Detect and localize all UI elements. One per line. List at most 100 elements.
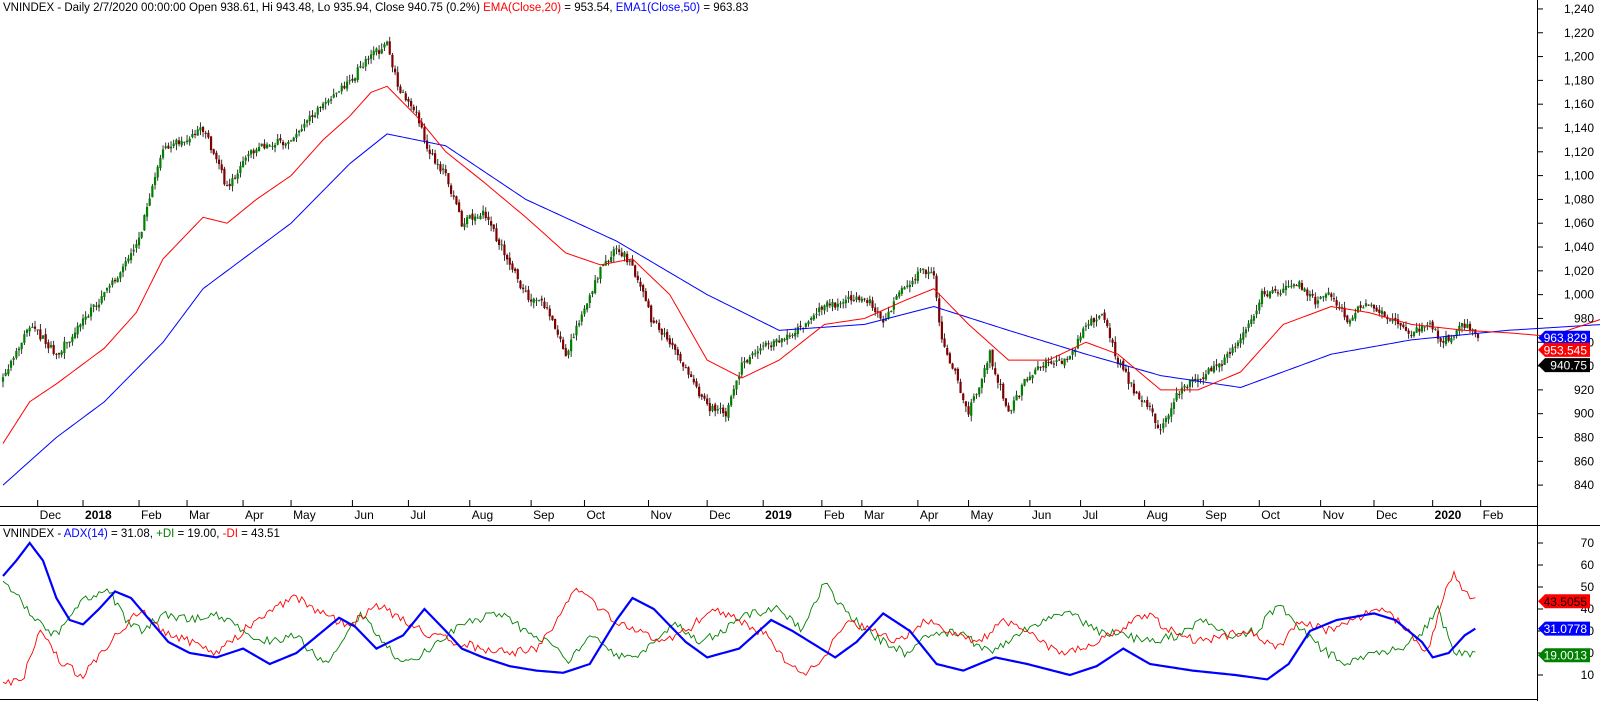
candle-up xyxy=(441,168,445,170)
candle-down xyxy=(351,78,354,81)
candle-up xyxy=(847,296,850,300)
candle-down xyxy=(1103,312,1106,320)
candle-down xyxy=(425,140,429,149)
candle-up xyxy=(1308,293,1312,297)
candle-up xyxy=(1327,292,1330,295)
date-tick-label: Dec xyxy=(40,508,61,522)
candle-up xyxy=(884,318,887,321)
candle-up xyxy=(719,407,722,409)
close-value-tag: 940.75 xyxy=(1538,358,1590,373)
ema50-value-tag: 963.829 xyxy=(1538,330,1590,345)
adx-legend-label: ADX(14) xyxy=(64,528,108,540)
candle-down xyxy=(471,213,474,220)
candle-down xyxy=(417,112,421,124)
candle-down xyxy=(1306,289,1309,296)
candle-down xyxy=(1311,293,1314,296)
candle-up xyxy=(65,342,69,344)
candle-up xyxy=(538,300,541,302)
candle-down xyxy=(527,289,530,300)
candle-down xyxy=(996,374,999,383)
candle-down xyxy=(167,145,170,149)
candle-up xyxy=(730,396,733,406)
candle-up xyxy=(599,267,602,280)
candle-down xyxy=(444,169,447,174)
candle-up xyxy=(340,85,343,92)
price-tick-label: 1,220 xyxy=(1564,26,1594,40)
candle-up xyxy=(532,298,535,303)
candle-down xyxy=(233,177,237,179)
candle-down xyxy=(220,164,223,171)
candle-up xyxy=(257,147,261,152)
candle-down xyxy=(1396,319,1400,325)
candle-down xyxy=(746,360,749,363)
pdi-legend-label: +DI xyxy=(156,528,174,540)
candle-down xyxy=(935,275,938,298)
candle-down xyxy=(1276,292,1280,294)
candle-down xyxy=(1399,322,1402,326)
candle-up xyxy=(1316,300,1320,304)
candle-up xyxy=(276,139,279,145)
candle-down xyxy=(626,253,629,263)
candle-up xyxy=(375,48,378,53)
date-tick-label: 2019 xyxy=(765,508,792,522)
candle-up xyxy=(1364,303,1368,306)
candle-up xyxy=(1452,336,1456,338)
date-tick-label: Mar xyxy=(864,508,885,522)
candle-up xyxy=(1023,378,1026,386)
adx-tick-label: 50 xyxy=(1581,580,1595,594)
candle-down xyxy=(1127,371,1130,384)
candle-up xyxy=(7,369,10,375)
candle-up xyxy=(978,387,981,395)
candle-down xyxy=(281,141,285,146)
date-tick-label: Sep xyxy=(1205,508,1227,522)
candle-down xyxy=(620,252,623,257)
candle-up xyxy=(1164,417,1168,422)
candle-down xyxy=(554,318,557,329)
candle-up xyxy=(401,91,405,93)
candle-down xyxy=(431,153,434,155)
candle-down xyxy=(698,386,701,397)
candle-up xyxy=(161,149,165,158)
candle-up xyxy=(145,207,149,217)
candle-up xyxy=(831,302,834,307)
ema20-line xyxy=(2,85,1600,444)
candle-down xyxy=(652,320,655,323)
candle-up xyxy=(183,141,186,143)
candle-down xyxy=(634,265,637,277)
plus-di-value-tag: 19.0013 xyxy=(1538,648,1590,663)
candle-down xyxy=(1039,366,1042,368)
candle-down xyxy=(343,85,346,89)
candle-down xyxy=(695,381,698,387)
candle-up xyxy=(1415,327,1418,333)
candle-up xyxy=(1076,338,1080,349)
candle-up xyxy=(1239,338,1242,344)
candle-down xyxy=(967,406,970,415)
candle-down xyxy=(215,152,218,160)
candle-up xyxy=(764,342,767,346)
candle-down xyxy=(514,268,517,271)
price-axis: 8408608809009209409609801,0001,0201,0401… xyxy=(1538,2,1594,492)
candle-up xyxy=(1250,319,1253,324)
adx-legend-value: = 31.08, xyxy=(108,528,156,540)
candle-down xyxy=(991,349,994,367)
candle-down xyxy=(1410,335,1413,337)
candle-up xyxy=(1012,400,1015,411)
candle-up xyxy=(1351,317,1354,321)
candle-up xyxy=(468,215,471,219)
minus-di-value-tag-text: 43.5055 xyxy=(1544,595,1588,609)
candle-down xyxy=(393,68,397,73)
minus-di-value-tag-bg xyxy=(1538,594,1590,609)
candle-up xyxy=(345,81,349,89)
price-tick-label: 880 xyxy=(1574,430,1594,444)
candle-up xyxy=(748,356,751,364)
candle-down xyxy=(1156,424,1160,429)
candle-up xyxy=(191,134,194,138)
candle-up xyxy=(1055,360,1058,362)
candle-up xyxy=(602,264,605,267)
candle-up xyxy=(1204,374,1208,380)
candle-up xyxy=(754,353,757,355)
candle-up xyxy=(786,334,789,340)
candle-down xyxy=(1111,339,1114,343)
adx-value-tag: 31.0778 xyxy=(1538,621,1590,636)
candle-down xyxy=(47,342,50,349)
